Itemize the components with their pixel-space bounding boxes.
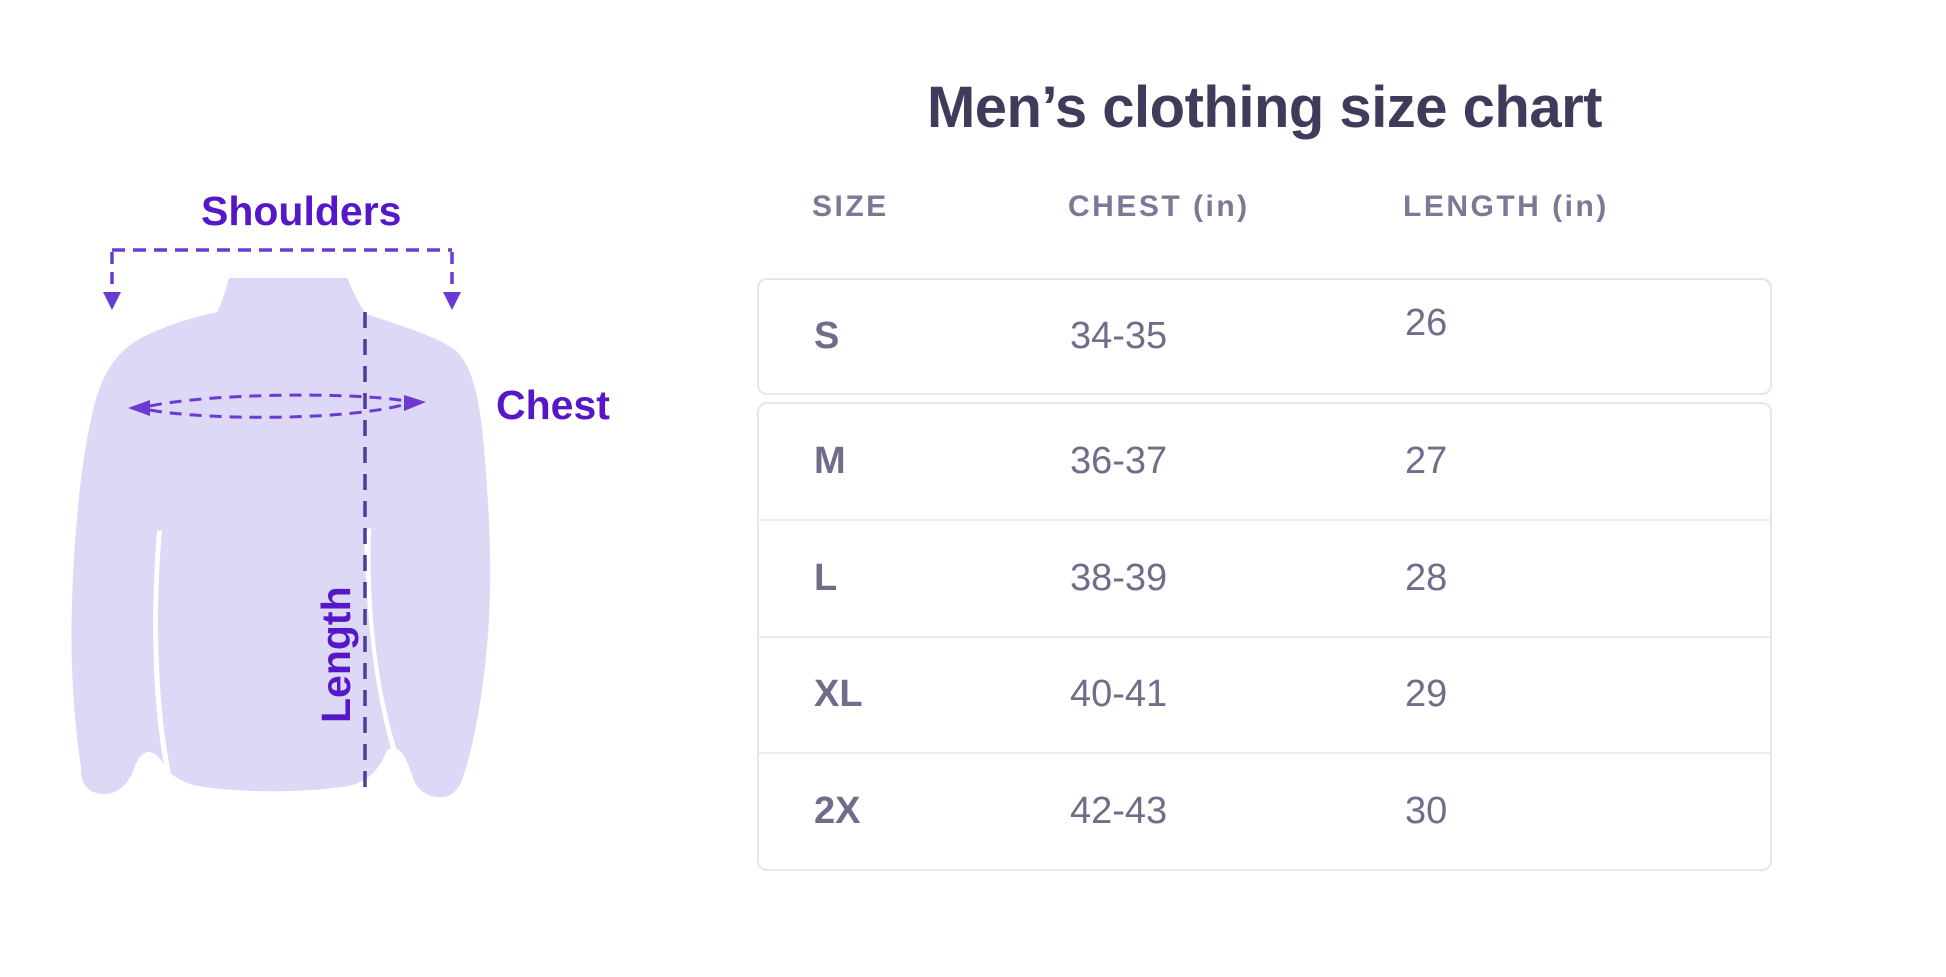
shirt-illustration bbox=[71, 248, 491, 798]
chest-cell: 34-35 bbox=[1070, 315, 1168, 357]
length-cell: 29 bbox=[1405, 673, 1448, 716]
length-cell: 28 bbox=[1405, 556, 1448, 599]
chest-cell: 38-39 bbox=[1070, 556, 1168, 599]
sleeve-gap-left bbox=[153, 530, 171, 775]
size-cell: XL bbox=[814, 673, 863, 716]
table-header-row: SIZE CHEST (in) LENGTH (in) bbox=[0, 190, 1946, 224]
length-cell: 27 bbox=[1405, 439, 1448, 482]
column-header-size: SIZE bbox=[812, 190, 889, 223]
shirt-shape bbox=[71, 278, 491, 798]
length-cell: 26 bbox=[1405, 302, 1448, 344]
table-row: M 36-37 27 bbox=[759, 404, 1770, 519]
table-row: L 38-39 28 bbox=[759, 518, 1770, 636]
arrow-down-icon bbox=[103, 292, 121, 310]
column-header-chest: CHEST (in) bbox=[1068, 190, 1250, 223]
size-cell: S bbox=[814, 315, 840, 357]
table-row: S 34-35 26 bbox=[759, 280, 1770, 393]
length-label: Length bbox=[313, 586, 359, 723]
size-table-body-box: M 36-37 27 L 38-39 28 XL 40-41 29 2X 42-… bbox=[757, 402, 1772, 871]
size-cell: 2X bbox=[814, 790, 861, 833]
size-cell: M bbox=[814, 439, 846, 482]
chart-title: Men’s clothing size chart bbox=[926, 75, 1603, 140]
sleeve-gap-right bbox=[364, 528, 407, 782]
length-cell: 30 bbox=[1405, 790, 1448, 833]
arrow-right-icon bbox=[404, 395, 426, 411]
arrow-down-icon bbox=[443, 292, 461, 310]
chest-cell: 36-37 bbox=[1070, 439, 1168, 482]
chest-cell: 42-43 bbox=[1070, 790, 1168, 833]
size-cell: L bbox=[814, 556, 838, 599]
shoulders-measure-bracket bbox=[110, 248, 454, 288]
size-table-row-s-box: S 34-35 26 bbox=[757, 278, 1772, 395]
table-row: 2X 42-43 30 bbox=[759, 752, 1770, 869]
chest-cell: 40-41 bbox=[1070, 673, 1168, 716]
shoulders-label: Shoulders bbox=[201, 188, 402, 234]
chest-measure-ellipse bbox=[149, 393, 407, 419]
column-header-length: LENGTH (in) bbox=[1403, 190, 1609, 223]
chest-label: Chest bbox=[496, 382, 610, 428]
table-row: XL 40-41 29 bbox=[759, 635, 1770, 753]
arrow-left-icon bbox=[128, 400, 150, 416]
